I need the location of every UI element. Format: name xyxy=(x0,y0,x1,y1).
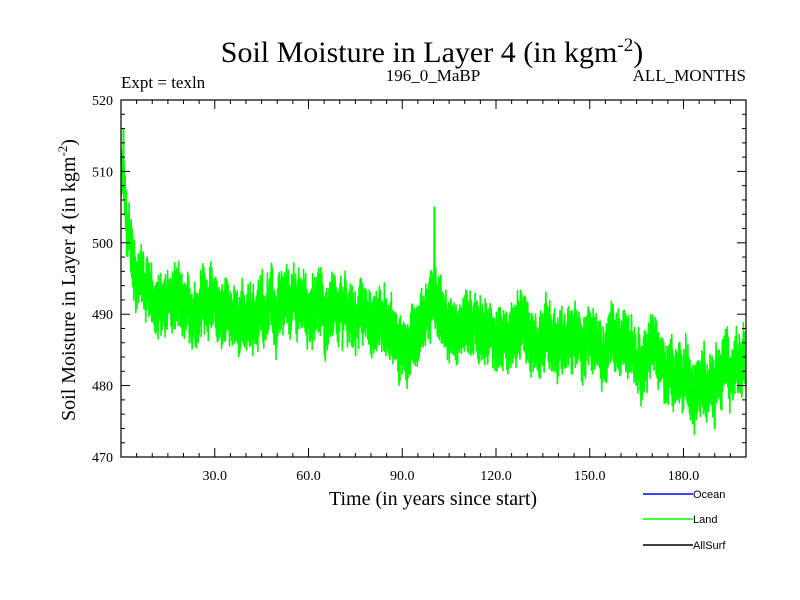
axis-ticks: 30.0 60.0 90.0 120.0 150.0 180.0 470 480 490 500 5… xyxy=(92,94,746,484)
x-tick-label: 90.0 xyxy=(390,469,415,484)
subtitle-months: ALL_MONTHS xyxy=(633,66,746,85)
legend: Ocean Land AllSurf xyxy=(643,489,726,552)
series-land-line xyxy=(120,127,747,435)
subtitle-experiment: Expt = texln xyxy=(121,73,206,92)
plot-frame xyxy=(120,99,747,458)
legend-ocean-label: Ocean xyxy=(693,489,725,501)
subtitle-period: 196_0_MaBP xyxy=(386,66,480,85)
legend-land-label: Land xyxy=(693,514,717,526)
x-tick-label: 60.0 xyxy=(296,469,321,484)
x-tick-label: 120.0 xyxy=(480,469,512,484)
y-tick-label: 510 xyxy=(92,165,113,180)
y-tick-label: 520 xyxy=(92,94,113,109)
y-tick-label: 490 xyxy=(92,308,113,323)
legend-allsurf-label: AllSurf xyxy=(693,540,726,552)
x-tick-label: 150.0 xyxy=(574,469,606,484)
y-axis-label: Soil Moisture in Layer 4 (in kgm-2) xyxy=(55,139,80,421)
x-axis-label: Time (in years since start) xyxy=(329,488,537,510)
x-tick-label: 180.0 xyxy=(668,469,700,484)
chart-title: Soil Moisture in Layer 4 (in kgm-2) xyxy=(221,35,643,69)
y-tick-label: 470 xyxy=(92,451,113,466)
y-tick-label: 500 xyxy=(92,237,113,252)
x-tick-label: 30.0 xyxy=(203,469,228,484)
y-tick-label: 480 xyxy=(92,380,113,395)
